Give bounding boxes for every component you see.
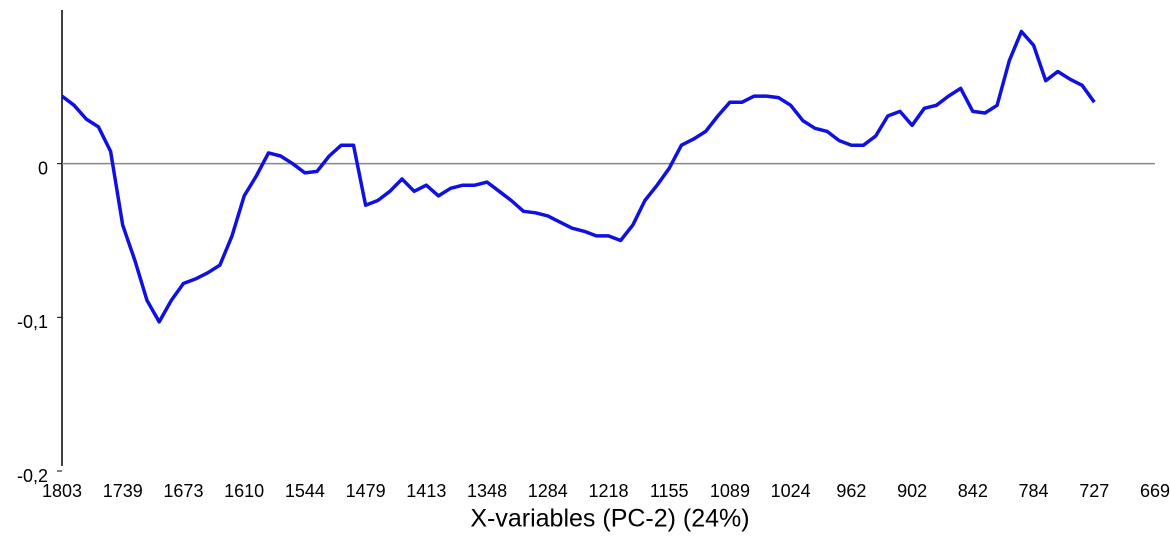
- data-line: [60, 29, 1096, 324]
- x-tick-label: 1739: [103, 481, 143, 501]
- x-tick-label: 1218: [588, 481, 628, 501]
- x-tick-label: 1089: [710, 481, 750, 501]
- x-tick-label: 902: [897, 481, 927, 501]
- x-tick-label: 1024: [771, 481, 811, 501]
- x-tick-label: 1348: [467, 481, 507, 501]
- x-tick-label: 1610: [224, 481, 264, 501]
- x-tick-label: 1803: [42, 481, 82, 501]
- x-tick-label: 962: [836, 481, 866, 501]
- x-tick-label: 1673: [163, 481, 203, 501]
- x-tick-label: 1155: [650, 481, 689, 501]
- y-tick-label: -0,2: [17, 466, 48, 486]
- x-tick-label: 784: [1019, 481, 1049, 501]
- x-axis-label: X-variables (PC-2) (24%): [470, 505, 749, 533]
- x-tick-label: 1544: [285, 481, 325, 501]
- x-tick-label: 1413: [406, 481, 446, 501]
- x-tick-label: 727: [1079, 481, 1109, 501]
- x-tick-label: 1479: [346, 481, 386, 501]
- y-tick-label: 0: [38, 158, 48, 178]
- y-tick-label: -0,1: [17, 312, 48, 332]
- x-tick-label: 669: [1140, 481, 1170, 501]
- x-tick-label: 1284: [528, 481, 568, 501]
- x-tick-label: 842: [958, 481, 988, 501]
